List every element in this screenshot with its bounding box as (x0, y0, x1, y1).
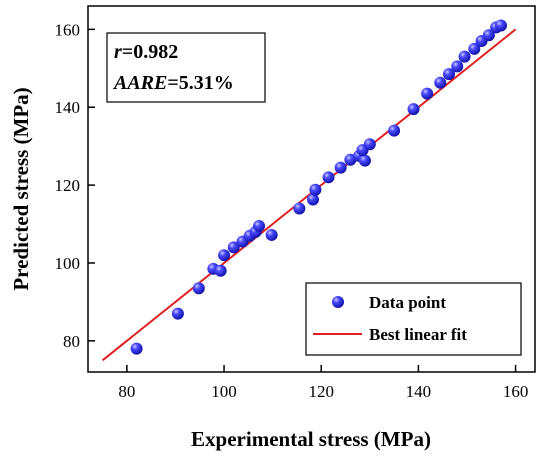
legend: Data point Best linear fit (305, 282, 522, 356)
stats-box (106, 32, 266, 103)
data-point (227, 241, 240, 254)
legend-label-data-point: Data point (369, 293, 446, 312)
data-point (130, 342, 143, 355)
data-point (458, 50, 471, 63)
ticks-layer: 80 100 120 140 160 80 100 120 140 160 (55, 20, 529, 401)
data-point (334, 161, 347, 174)
data-point (434, 76, 447, 89)
data-point (309, 183, 322, 196)
points-layer (130, 19, 507, 355)
y-tick-label: 120 (55, 176, 81, 195)
y-tick-label: 160 (55, 20, 81, 39)
data-point (293, 202, 306, 215)
data-point (482, 29, 495, 42)
y-tick-label: 140 (55, 98, 81, 117)
y-axis-title: Predicted stress (MPa) (9, 87, 33, 290)
x-tick-label: 100 (211, 382, 237, 401)
x-tick-label: 80 (118, 382, 135, 401)
x-tick-label: 160 (503, 382, 529, 401)
data-point (443, 68, 456, 81)
fit-layer (101, 28, 517, 362)
x-tick-label: 120 (308, 382, 334, 401)
data-point (494, 19, 507, 32)
x-tick-label: 140 (406, 382, 432, 401)
data-point (214, 264, 227, 277)
aare-value: =5.31% (167, 72, 233, 94)
x-axis-title: Experimental stress (MPa) (191, 427, 431, 451)
svg-text:r=0.982: r=0.982 (114, 41, 178, 63)
data-point (451, 60, 464, 73)
aare-symbol: AARE (112, 72, 167, 94)
data-point (171, 307, 184, 320)
data-point (192, 282, 205, 295)
data-point (218, 249, 231, 262)
data-point (468, 42, 481, 55)
stats-annotation: r=0.982 AARE=5.31% (106, 32, 266, 103)
legend-marker-data-point (332, 296, 344, 308)
legend-box (305, 282, 522, 356)
svg-text:AARE=5.31%: AARE=5.31% (112, 72, 234, 94)
data-point (306, 193, 319, 206)
data-point (265, 228, 278, 241)
data-point (253, 219, 266, 232)
data-point (363, 138, 376, 151)
best-linear-fit-line (101, 28, 517, 362)
y-tick-label: 100 (55, 254, 81, 273)
data-point (407, 103, 420, 116)
data-point (421, 87, 434, 100)
r-symbol: r (114, 41, 122, 63)
data-point (388, 124, 401, 137)
y-tick-label: 80 (63, 332, 80, 351)
r-value: =0.982 (122, 41, 178, 63)
data-point (358, 154, 371, 167)
legend-label-best-fit: Best linear fit (369, 325, 467, 344)
data-point (322, 171, 335, 184)
